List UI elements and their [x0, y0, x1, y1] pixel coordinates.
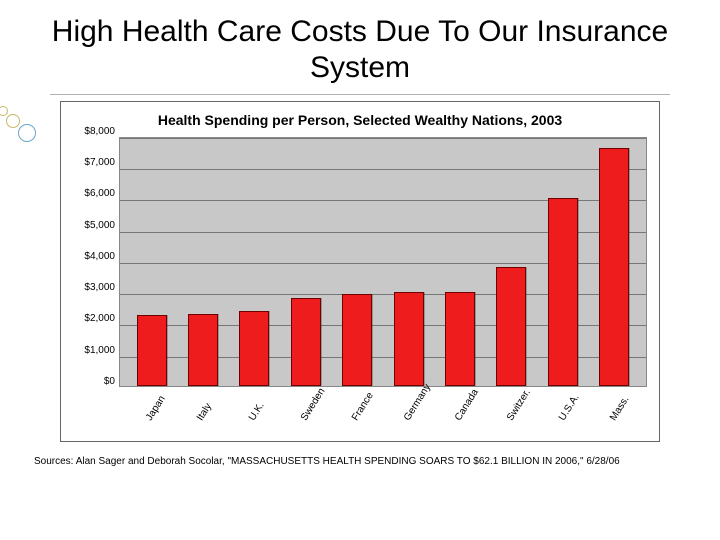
- bar: [599, 148, 629, 386]
- bar: [239, 311, 269, 386]
- bar: [342, 294, 372, 386]
- chart-plot: $8,000$7,000$6,000$5,000$4,000$3,000$2,0…: [73, 137, 647, 387]
- chart-container: Health Spending per Person, Selected Wea…: [60, 101, 660, 442]
- x-tick-label: Italy: [195, 391, 248, 440]
- x-tick-label: Japan: [144, 391, 197, 440]
- bar: [188, 314, 218, 386]
- bar: [496, 267, 526, 386]
- slide-title: High Health Care Costs Due To Our Insura…: [0, 0, 720, 92]
- x-tick-label: Germany: [402, 391, 455, 440]
- decorative-circle: [18, 124, 36, 142]
- bar: [445, 292, 475, 386]
- plot-area: [119, 137, 647, 387]
- decorative-circle: [6, 114, 20, 128]
- y-axis: $8,000$7,000$6,000$5,000$4,000$3,000$2,0…: [73, 137, 119, 387]
- source-footnote: Sources: Alan Sager and Deborah Socolar,…: [0, 442, 720, 467]
- bar: [394, 292, 424, 386]
- title-rule: [50, 94, 670, 95]
- bar: [137, 315, 167, 385]
- x-tick-label: Canada: [453, 391, 506, 440]
- bar: [291, 298, 321, 386]
- decorative-circle: [0, 106, 8, 116]
- chart-title: Health Spending per Person, Selected Wea…: [73, 112, 647, 129]
- bar-group: [120, 138, 646, 386]
- x-tick-label: Mass.: [608, 391, 661, 440]
- x-tick-label: Sweden: [299, 391, 352, 440]
- bar: [548, 198, 578, 386]
- x-tick-label: Switzer.: [505, 391, 558, 440]
- x-tick-label: France: [350, 391, 403, 440]
- x-tick-label: U.K.: [247, 391, 300, 440]
- x-tick-label: U.S.A.: [557, 391, 610, 440]
- x-axis: JapanItalyU.K.SwedenFranceGermanyCanadaS…: [119, 387, 647, 435]
